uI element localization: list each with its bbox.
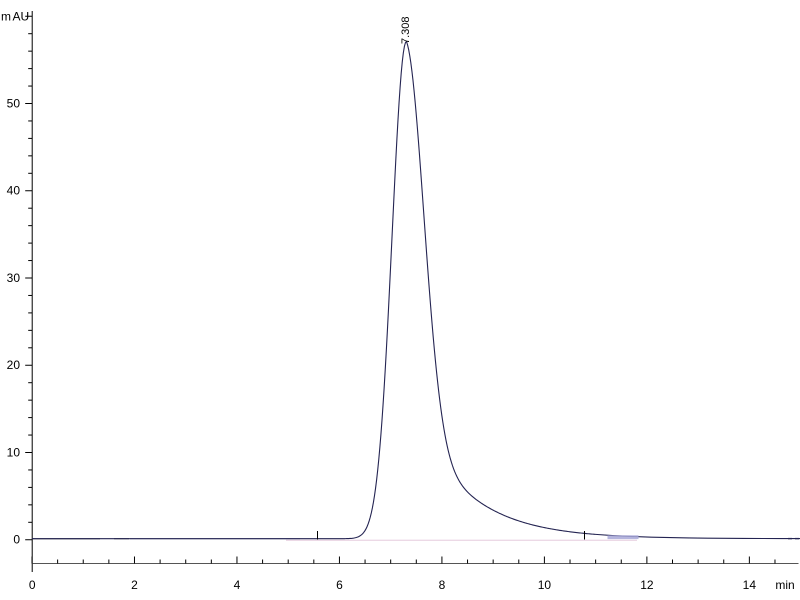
svg-text:10: 10 [538, 578, 552, 592]
svg-text:2: 2 [131, 578, 138, 592]
svg-text:10: 10 [7, 445, 21, 459]
svg-text:12: 12 [640, 578, 654, 592]
svg-text:40: 40 [7, 184, 21, 198]
svg-text:14: 14 [743, 578, 757, 592]
svg-text:50: 50 [7, 96, 21, 110]
svg-text:20: 20 [7, 358, 21, 372]
svg-text:8: 8 [439, 578, 446, 592]
svg-text:0: 0 [13, 533, 20, 547]
svg-text:6: 6 [336, 578, 343, 592]
svg-text:0: 0 [29, 578, 36, 592]
svg-text:7.308: 7.308 [400, 16, 412, 44]
svg-text:min: min [775, 578, 794, 592]
svg-text:4: 4 [234, 578, 241, 592]
svg-text:30: 30 [7, 271, 21, 285]
svg-text:mAU: m AU [1, 10, 29, 24]
